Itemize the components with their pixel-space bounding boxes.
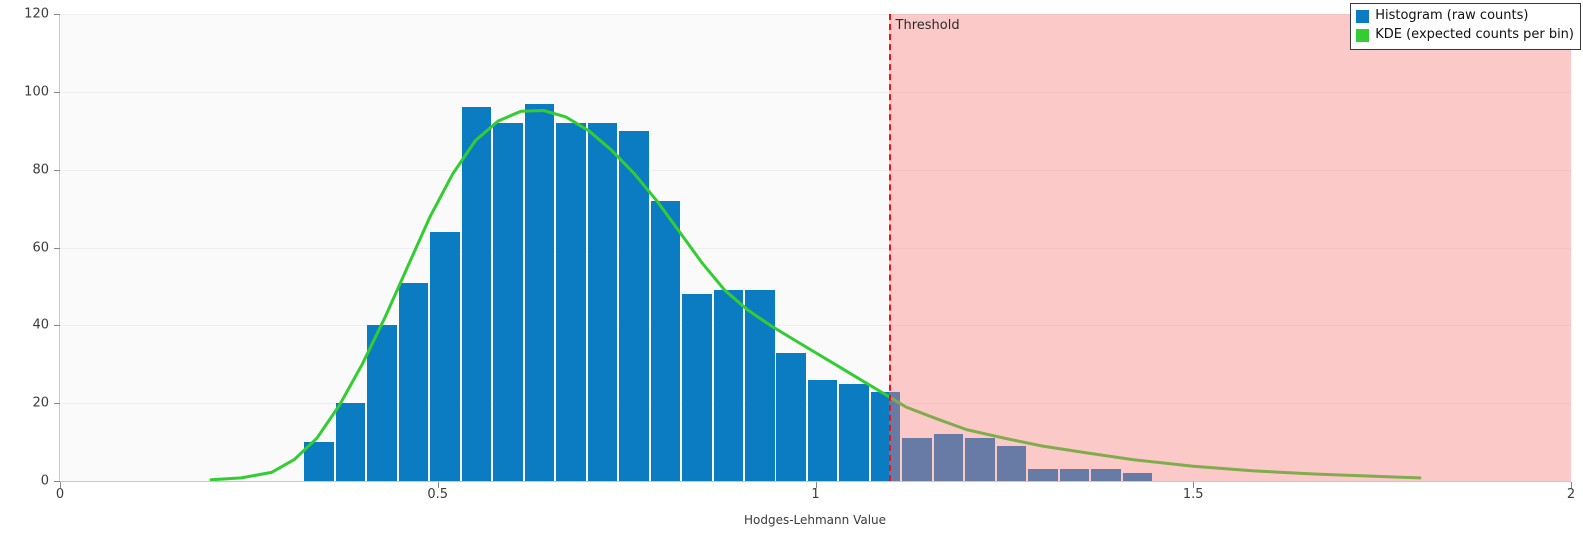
x-tick-mark: [815, 482, 817, 488]
histogram-bar: [619, 130, 649, 481]
y-tick-label: 120: [24, 6, 49, 22]
histogram-bar: [556, 122, 586, 481]
histogram-bar: [713, 290, 743, 481]
histogram-bar: [839, 383, 869, 481]
y-tick-label: 0: [40, 473, 49, 489]
x-axis-label: Hodges-Lehmann Value: [743, 513, 887, 527]
legend-label: Histogram (raw counts): [1375, 8, 1529, 23]
histogram-bar: [1059, 469, 1090, 481]
histogram-bar: [965, 438, 995, 481]
x-tick-label: 1: [811, 487, 820, 502]
histogram-bar: [776, 352, 806, 481]
histogram-bar: [807, 379, 838, 481]
legend-item[interactable]: KDE (expected counts per bin): [1356, 26, 1574, 45]
histogram-bar: [996, 445, 1027, 481]
threshold-label: Threshold: [895, 18, 960, 33]
plot-area: Threshold: [60, 14, 1571, 481]
histogram-bar: [587, 122, 618, 481]
histogram-bar: [1028, 469, 1058, 481]
y-tick-mark: [54, 247, 60, 249]
gridline: [60, 325, 1571, 327]
x-tick-mark: [1193, 482, 1195, 488]
x-tick-mark: [437, 482, 439, 488]
y-tick-mark: [54, 481, 60, 482]
histogram-bar: [461, 107, 492, 481]
histogram-bar: [745, 290, 775, 481]
gridline: [60, 169, 1571, 171]
y-tick-label: 60: [32, 240, 49, 255]
threshold-line: [888, 14, 891, 481]
histogram-bar: [650, 200, 681, 481]
y-tick-mark: [54, 169, 60, 171]
histogram-bar: [870, 391, 901, 481]
x-tick-label: 1.5: [1182, 487, 1204, 502]
x-tick-label: 0: [55, 487, 65, 502]
histogram-bar: [304, 442, 334, 481]
gridline: [60, 14, 1571, 15]
histogram-bar: [524, 103, 555, 481]
legend-label: KDE (expected counts per bin): [1375, 26, 1574, 42]
y-tick-label: 80: [32, 162, 49, 178]
gridline: [60, 91, 1571, 93]
x-tick-label: 2: [1566, 487, 1576, 502]
legend-item[interactable]: Histogram (raw counts): [1356, 7, 1574, 26]
histogram-bar: [682, 294, 712, 481]
y-tick-label: 40: [32, 317, 49, 333]
y-tick-label: 100: [24, 84, 49, 100]
histogram-bar: [933, 434, 964, 481]
y-tick-mark: [54, 14, 60, 15]
x-tick-label: 0.5: [427, 487, 449, 502]
y-tick-mark: [54, 403, 60, 405]
legend-swatch-icon: [1356, 28, 1370, 42]
histogram-bar: [398, 282, 429, 481]
histogram-bar: [1122, 473, 1153, 481]
y-tick-mark: [54, 325, 60, 327]
legend-swatch-icon: [1356, 9, 1370, 23]
x-tick-mark: [1571, 482, 1572, 488]
histogram-bar: [335, 403, 366, 481]
histogram-bar: [1091, 469, 1121, 481]
y-tick-mark: [54, 91, 60, 93]
x-axis-line: [59, 481, 1571, 482]
histogram-bar: [493, 122, 523, 481]
legend[interactable]: Histogram (raw counts) KDE (expected coun…: [1350, 3, 1581, 50]
histogram-bar: [902, 438, 932, 481]
histogram-bar: [367, 325, 397, 481]
histogram-bar: [430, 231, 460, 481]
x-tick-mark: [60, 482, 61, 488]
y-tick-label: 20: [32, 395, 49, 411]
gridline: [60, 247, 1571, 249]
